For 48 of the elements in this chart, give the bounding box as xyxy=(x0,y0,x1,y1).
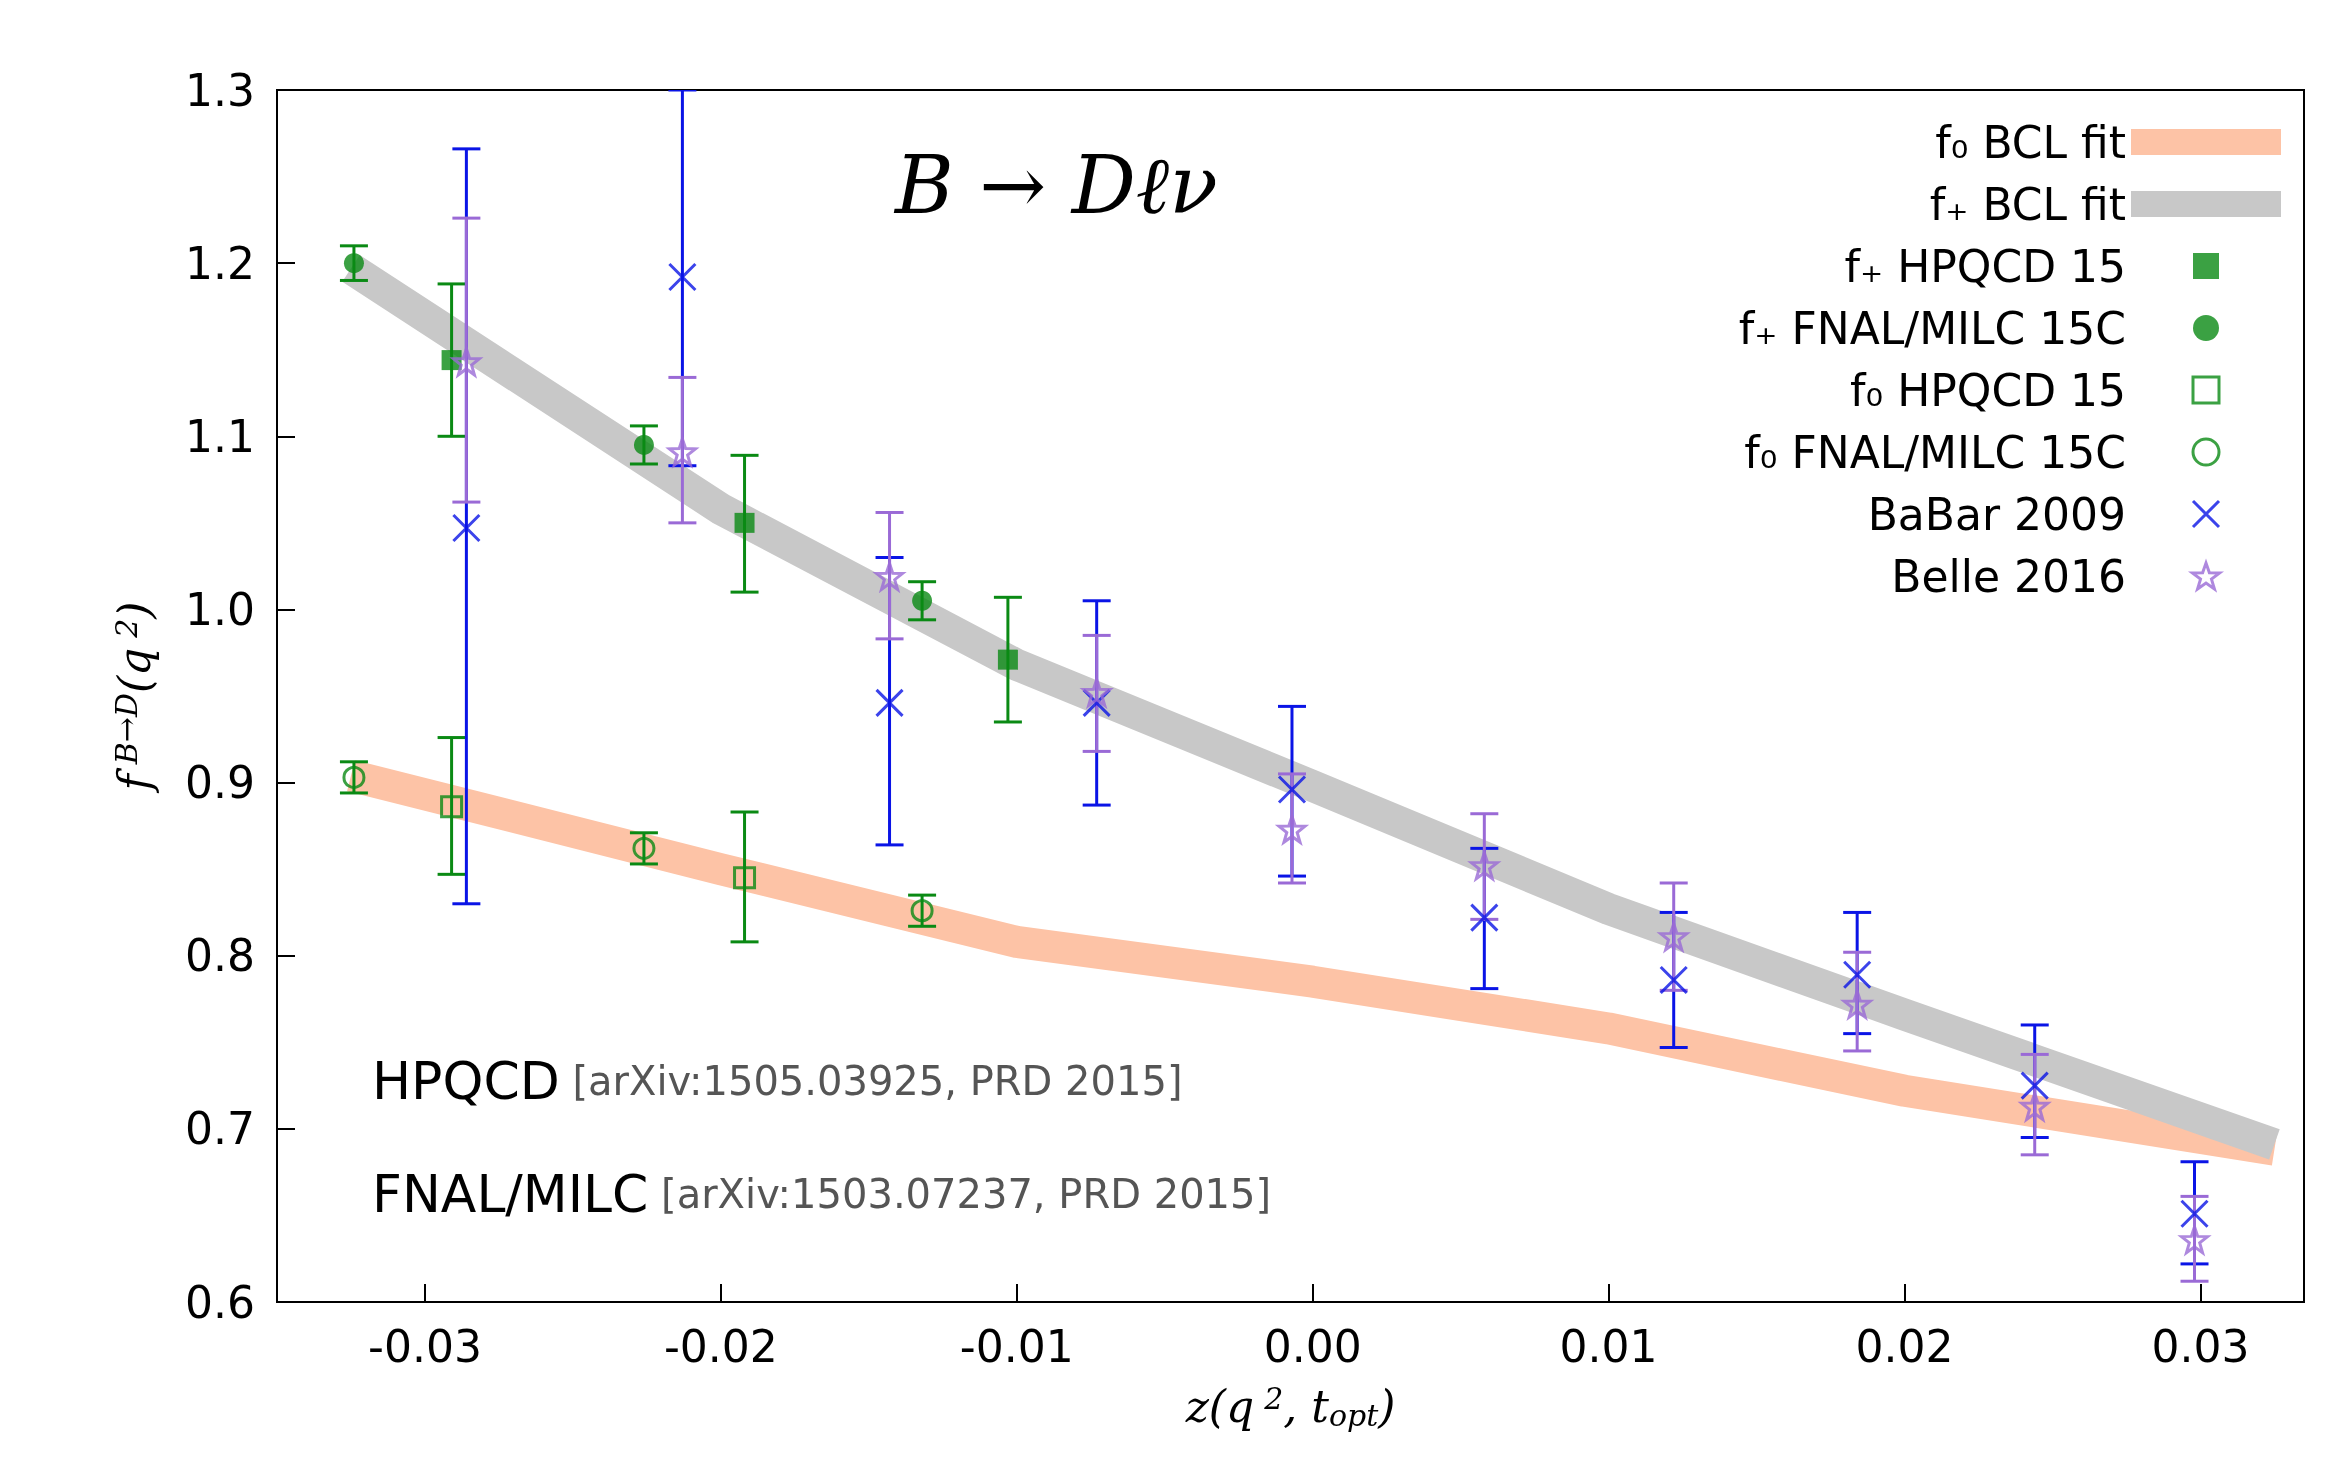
y-tick-label: 0.7 xyxy=(185,1103,255,1155)
point xyxy=(912,590,933,611)
y-tick-label: 0.6 xyxy=(185,1276,255,1328)
point xyxy=(1842,960,1872,990)
point xyxy=(632,836,656,860)
point xyxy=(1277,775,1307,804)
y-tick-label: 1.3 xyxy=(185,64,255,116)
point xyxy=(1840,989,1874,1021)
legend-label: f₀ HPQCD 15 xyxy=(1850,364,2126,416)
x-tick-label: 0.02 xyxy=(1855,1320,1954,1372)
legend-label: f₊ BCL fit xyxy=(1929,178,2126,230)
point xyxy=(451,513,481,543)
y-axis-title: fB→D(q2) xyxy=(108,601,160,794)
x-tick-label: -0.02 xyxy=(663,1320,778,1372)
point xyxy=(667,262,697,292)
annotation: FNAL/MILC [arXiv:1503.07237, PRD 2015] xyxy=(372,1164,1272,1224)
x-tick-label: 0.01 xyxy=(1559,1320,1658,1372)
x-tick-label: 0.00 xyxy=(1263,1320,1362,1372)
point xyxy=(440,795,464,819)
legend-label: f₊ FNAL/MILC 15C xyxy=(1738,302,2126,354)
point xyxy=(2180,1199,2210,1229)
x-tick-label: -0.01 xyxy=(959,1320,1074,1372)
legend-label: Belle 2016 xyxy=(1891,550,2126,602)
point xyxy=(733,866,757,890)
legend-label: f₀ BCL fit xyxy=(1935,116,2126,168)
x-tick-label: -0.03 xyxy=(368,1320,482,1372)
point xyxy=(875,688,905,718)
legend-label: f₊ HPQCD 15 xyxy=(1844,240,2126,292)
annotation: HPQCD [arXiv:1505.03925, PRD 2015] xyxy=(372,1051,1183,1111)
y-tick-label: 0.8 xyxy=(185,930,255,982)
point xyxy=(2020,1071,2050,1101)
point xyxy=(1275,814,1309,846)
point xyxy=(1659,965,1689,995)
y-tick-label: 0.9 xyxy=(185,757,255,809)
point xyxy=(910,899,934,923)
point xyxy=(1469,903,1499,933)
point xyxy=(342,765,366,789)
x-tick-label: 0.03 xyxy=(2151,1320,2250,1372)
legend-label: BaBar 2009 xyxy=(1867,488,2126,540)
point xyxy=(633,434,654,455)
y-tick-label: 1.1 xyxy=(185,410,255,462)
legend-label: f₀ FNAL/MILC 15C xyxy=(1744,426,2126,478)
point xyxy=(734,512,755,533)
y-tick-label: 1.0 xyxy=(185,583,255,635)
point xyxy=(343,253,364,274)
text: B → Dℓν xyxy=(893,138,1218,232)
point xyxy=(997,649,1018,670)
y-tick-label: 1.2 xyxy=(185,237,255,289)
